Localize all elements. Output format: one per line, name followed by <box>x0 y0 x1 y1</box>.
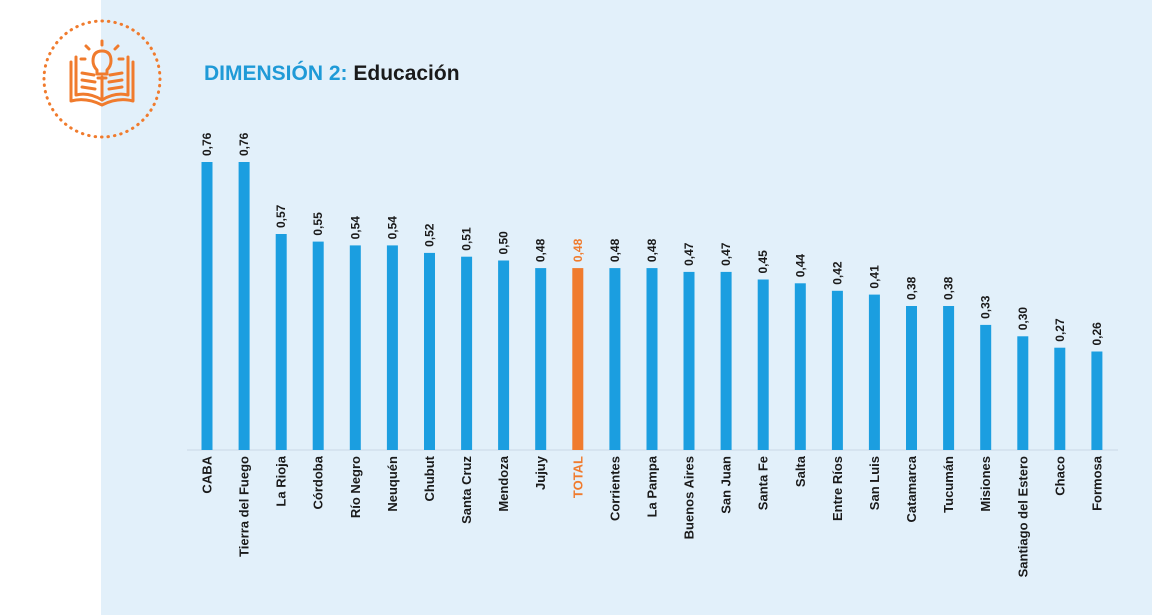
category-label-17: Entre Ríos <box>830 456 845 521</box>
bar-16 <box>794 283 806 450</box>
category-label-11: Corrientes <box>607 456 622 521</box>
category-label-6: Chubut <box>422 455 437 501</box>
page-title: DIMENSIÓN 2: Educación <box>204 62 460 86</box>
category-label-3: Córdoba <box>311 455 326 509</box>
category-label-1: Tierra del Fuego <box>237 456 252 557</box>
bar-8 <box>498 260 510 450</box>
category-label-21: Misiones <box>978 456 993 512</box>
category-label-2: La Rioja <box>274 455 289 506</box>
value-label-1: 0,76 <box>237 132 251 156</box>
category-label-23: Chaco <box>1052 456 1067 496</box>
value-label-19: 0,38 <box>905 276 919 300</box>
category-label-4: Río Negro <box>348 456 363 518</box>
title-prefix: DIMENSIÓN 2: <box>204 62 348 85</box>
bar-17 <box>831 290 843 450</box>
value-label-23: 0,27 <box>1053 318 1067 342</box>
book-lightbulb-icon-svg <box>42 19 162 139</box>
bar-12 <box>646 268 658 450</box>
bar-5 <box>386 245 398 450</box>
value-labels-group: 0,76 0,76 0,57 0,55 0,54 0,54 0,52 0,51 0,50 0,48… <box>200 132 1104 345</box>
bar-13 <box>683 271 695 450</box>
value-label-0: 0,76 <box>200 132 214 156</box>
category-label-8: Mendoza <box>496 455 511 511</box>
value-label-7: 0,51 <box>460 227 474 251</box>
value-label-17: 0,42 <box>830 261 844 285</box>
value-label-24: 0,26 <box>1090 322 1104 346</box>
title-suffix: Educación <box>353 62 460 85</box>
category-label-14: San Juan <box>719 456 734 514</box>
category-label-16: Salta <box>793 455 808 487</box>
bar-21 <box>980 324 992 450</box>
value-label-3: 0,55 <box>311 212 325 236</box>
category-labels-group: CABA Tierra del Fuego La Rioja Córdoba Río N… <box>200 455 1105 577</box>
bar-9 <box>535 268 547 450</box>
bar-18 <box>868 294 880 450</box>
bar-7 <box>461 256 473 450</box>
bar-2 <box>275 234 287 450</box>
bar-14 <box>720 271 732 450</box>
value-label-21: 0,33 <box>979 295 993 319</box>
value-label-10: 0,48 <box>571 238 585 262</box>
value-label-14: 0,47 <box>719 242 733 266</box>
category-label-12: La Pampa <box>645 455 660 517</box>
category-label-7: Santa Cruz <box>459 456 474 524</box>
value-label-11: 0,48 <box>608 238 622 262</box>
value-label-20: 0,38 <box>942 276 956 300</box>
bar-3 <box>312 241 324 450</box>
value-label-22: 0,30 <box>1016 307 1030 331</box>
bar-1 <box>238 162 250 450</box>
category-label-18: San Luis <box>867 456 882 510</box>
book-lightbulb-icon <box>40 17 164 141</box>
category-label-24: Formosa <box>1089 455 1104 511</box>
bar-19 <box>906 306 917 450</box>
value-label-18: 0,41 <box>867 265 881 289</box>
value-label-16: 0,44 <box>793 254 807 278</box>
bar-0 <box>201 162 213 450</box>
value-label-13: 0,47 <box>682 242 696 266</box>
value-label-8: 0,50 <box>497 231 511 255</box>
category-label-22: Santiago del Estero <box>1015 456 1030 577</box>
value-label-6: 0,52 <box>423 223 437 247</box>
category-label-9: Jujuy <box>533 455 548 490</box>
bar-20 <box>943 306 955 450</box>
bar-6 <box>424 252 435 450</box>
bar-24 <box>1091 351 1103 450</box>
value-label-9: 0,48 <box>534 238 548 262</box>
bar-4 <box>349 245 361 450</box>
bars-group <box>201 162 1103 450</box>
category-label-15: Santa Fe <box>756 456 771 510</box>
category-label-20: Tucumán <box>941 456 956 513</box>
bar-10 <box>572 268 584 450</box>
value-label-12: 0,48 <box>645 238 659 262</box>
value-label-2: 0,57 <box>274 204 288 228</box>
value-label-4: 0,54 <box>348 216 362 240</box>
value-label-15: 0,45 <box>756 250 770 274</box>
category-label-10: TOTAL <box>570 456 585 498</box>
category-label-13: Buenos Aires <box>682 456 697 539</box>
category-label-0: CABA <box>200 455 215 493</box>
category-label-5: Neuquén <box>385 456 400 512</box>
category-label-19: Catamarca <box>904 455 919 522</box>
value-label-5: 0,54 <box>385 216 399 240</box>
bar-11 <box>609 268 621 450</box>
bar-15 <box>757 279 769 450</box>
bar-23 <box>1054 347 1066 450</box>
bar-22 <box>1017 336 1029 450</box>
